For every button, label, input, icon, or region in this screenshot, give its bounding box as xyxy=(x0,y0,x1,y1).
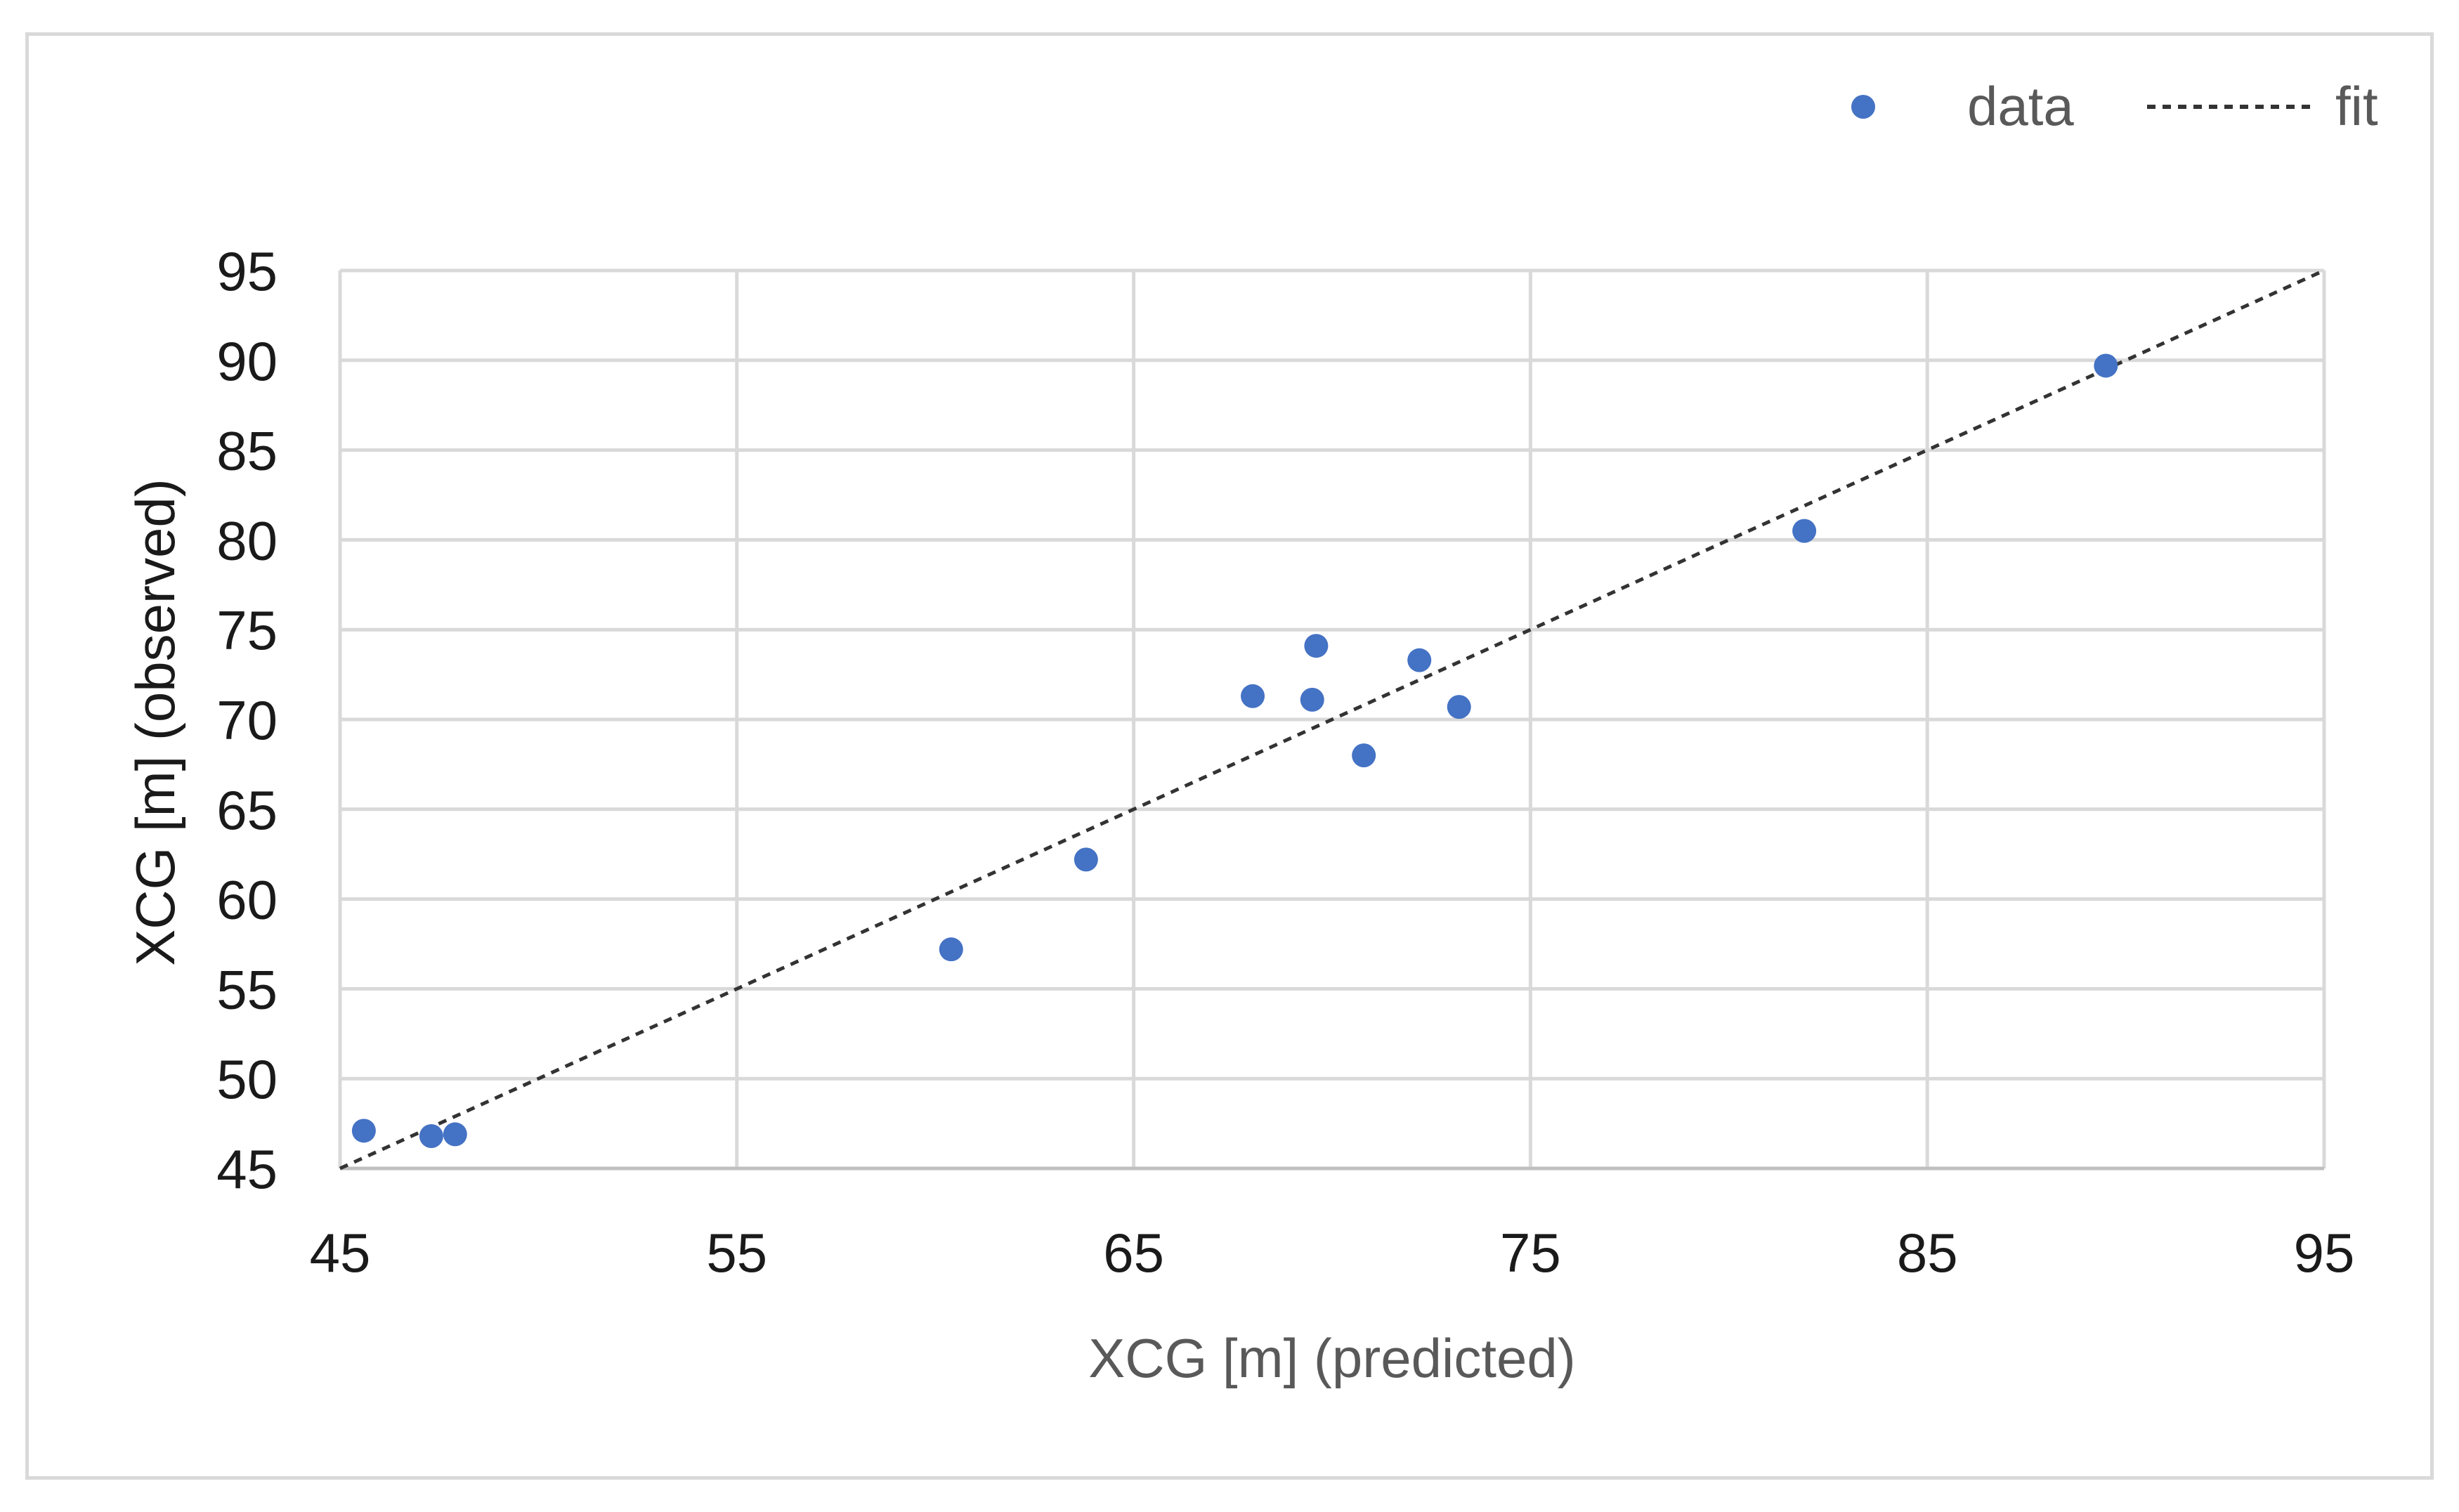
data-point-6 xyxy=(1304,634,1329,658)
data-point-4 xyxy=(1074,847,1098,872)
data-point-12 xyxy=(2094,353,2118,378)
data-point-9 xyxy=(1407,648,1432,672)
y-tick-label-1: 50 xyxy=(216,1048,278,1110)
data-points xyxy=(351,353,2118,1148)
legend-fit-label: fit xyxy=(2335,75,2378,137)
x-tick-label-4: 85 xyxy=(1897,1222,1958,1284)
data-point-5 xyxy=(1241,684,1265,708)
y-tick-label-9: 90 xyxy=(216,330,278,392)
data-point-2 xyxy=(443,1122,467,1147)
data-point-8 xyxy=(1352,743,1376,768)
y-tick-label-2: 55 xyxy=(216,958,278,1020)
legend-data-marker xyxy=(1851,95,1875,119)
legend-data-label: data xyxy=(1967,75,2074,137)
x-tick-label-2: 65 xyxy=(1103,1222,1164,1284)
y-tick-label-6: 75 xyxy=(216,599,278,661)
fit-line xyxy=(339,268,2326,1171)
fit-line-layer xyxy=(339,268,2326,1171)
legend: data fit xyxy=(1851,75,2378,137)
y-tick-label-0: 45 xyxy=(216,1138,278,1200)
grid-lines xyxy=(338,268,2326,1171)
data-point-7 xyxy=(1300,687,1324,712)
y-tick-label-5: 70 xyxy=(216,689,278,751)
y-tick-label-4: 65 xyxy=(216,779,278,841)
data-point-11 xyxy=(1792,519,1817,543)
y-axis-title: XCG [m] (observed) xyxy=(124,478,186,966)
y-tick-label-8: 85 xyxy=(216,420,278,482)
x-tick-label-0: 45 xyxy=(310,1222,371,1284)
data-point-1 xyxy=(419,1123,443,1148)
data-point-0 xyxy=(351,1119,376,1143)
data-point-10 xyxy=(1447,695,1471,719)
x-tick-label-3: 75 xyxy=(1500,1222,1561,1284)
y-tick-label-7: 80 xyxy=(216,509,278,571)
x-tick-label-1: 55 xyxy=(706,1222,767,1284)
y-tick-label-10: 95 xyxy=(216,240,278,302)
y-tick-labels: 45 50 55 60 65 70 75 80 85 90 95 xyxy=(216,240,278,1200)
x-axis-title: XCG [m] (predicted) xyxy=(1088,1327,1576,1389)
data-point-3 xyxy=(939,937,963,962)
chart-frame xyxy=(25,32,2434,1480)
x-tick-label-5: 95 xyxy=(2294,1222,2355,1284)
x-tick-labels: 45 55 65 75 85 95 xyxy=(310,1222,2355,1284)
y-tick-label-3: 60 xyxy=(216,869,278,931)
